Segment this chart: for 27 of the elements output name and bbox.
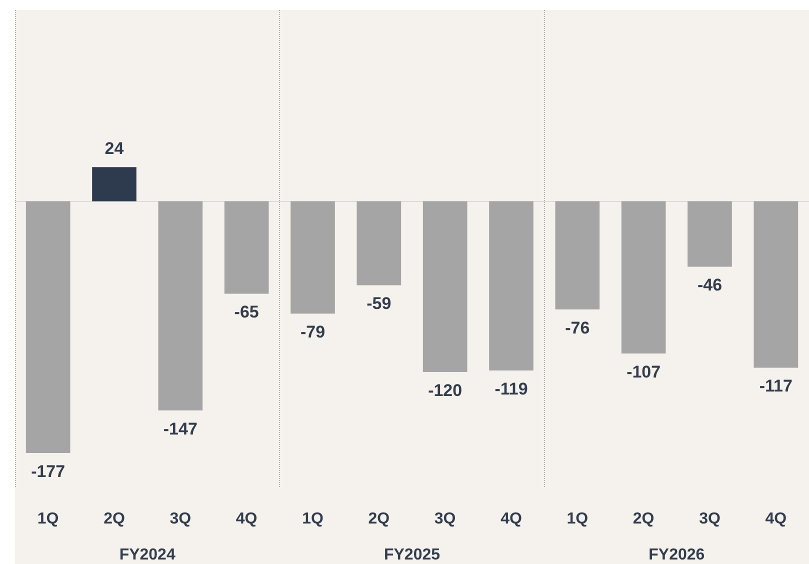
x-tick-label: 4Q: [236, 510, 258, 528]
data-label: -59: [366, 294, 392, 314]
data-label: -119: [494, 380, 528, 399]
x-tick-label: 2Q: [368, 510, 390, 528]
text: FY2025: [384, 546, 440, 564]
data-label: -46: [697, 276, 722, 295]
data-label: -120: [428, 380, 462, 400]
x-tick-label: 1Q: [37, 510, 59, 528]
x-tick-label: 3Q: [699, 510, 720, 528]
x-tick-label: 2Q: [632, 510, 654, 528]
data-label: -177: [31, 462, 66, 482]
x-tick-label: 1Q: [302, 510, 324, 528]
x-tick-label: 4Q: [765, 510, 787, 528]
x-tick-label: 1Q: [566, 510, 588, 528]
data-label: -107: [626, 362, 661, 382]
x-tick-label: 3Q: [434, 510, 456, 528]
text: FY2026: [648, 546, 705, 564]
data-label: -65: [234, 302, 259, 322]
x-tick-label: 2Q: [104, 510, 125, 528]
data-label: -147: [163, 419, 198, 438]
x-tick-label: 4Q: [500, 510, 522, 528]
data-label: -117: [759, 376, 792, 396]
x-tick-label: 3Q: [170, 510, 192, 528]
text: FY2024: [119, 546, 176, 564]
data-label: -76: [565, 318, 590, 338]
data-label: 24: [104, 139, 124, 158]
data-label: -79: [300, 322, 326, 342]
